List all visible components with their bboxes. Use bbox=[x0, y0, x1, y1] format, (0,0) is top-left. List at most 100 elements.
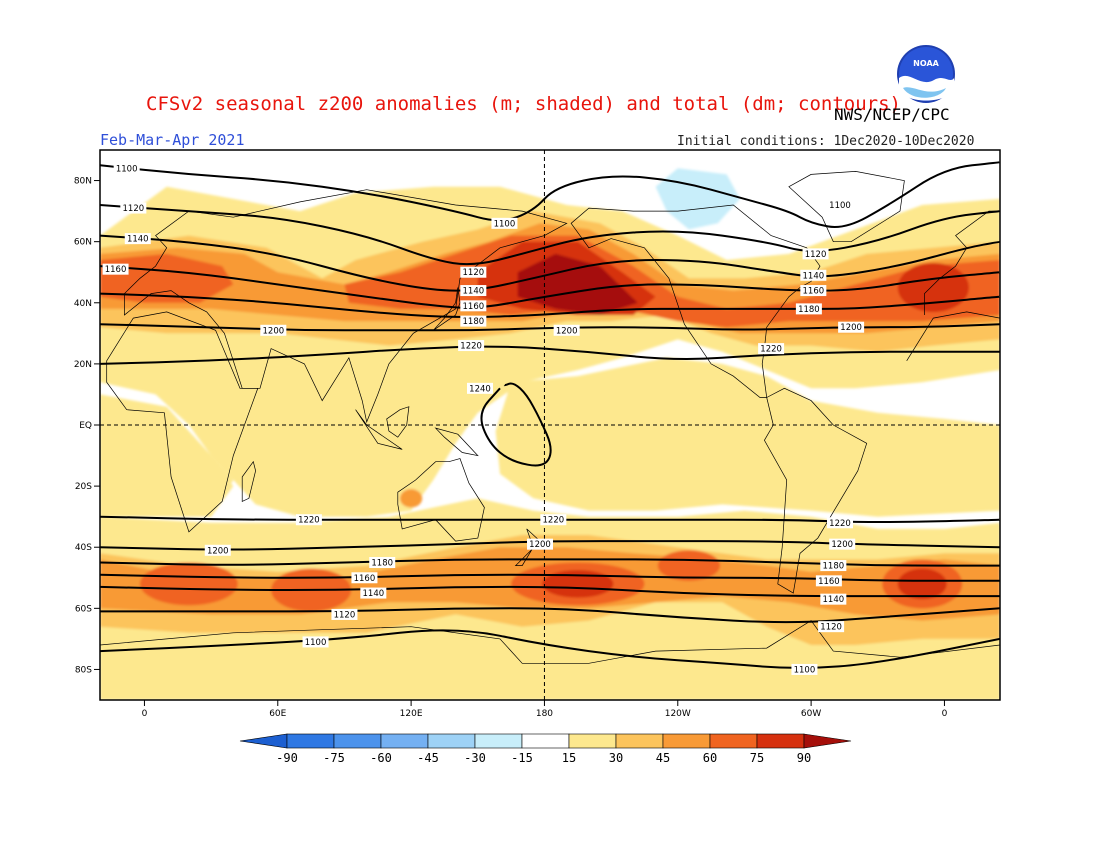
colorbar-swatch bbox=[709, 733, 758, 749]
lat-tick-label: 80N bbox=[74, 177, 92, 187]
coast-samerica bbox=[763, 387, 868, 594]
svg-text:1120: 1120 bbox=[820, 623, 842, 633]
contour-label: 1220 bbox=[540, 514, 567, 526]
shade-tropics-white bbox=[495, 357, 1000, 517]
contour-1140-nh bbox=[100, 234, 1000, 292]
svg-text:1180: 1180 bbox=[823, 562, 845, 572]
contour-label: 1160 bbox=[460, 300, 487, 312]
contour-1220-nh bbox=[100, 345, 1000, 365]
anomaly-shading bbox=[100, 168, 1000, 700]
contour-label: 1180 bbox=[460, 315, 487, 327]
contour-label: 1120 bbox=[818, 621, 845, 633]
coast-antarctica bbox=[100, 620, 1000, 664]
coast-africa2 bbox=[906, 311, 1000, 361]
lat-tick-label: 20N bbox=[74, 360, 92, 370]
svg-text:1240: 1240 bbox=[469, 384, 491, 394]
contour-label: 1220 bbox=[758, 343, 785, 355]
svg-text:1220: 1220 bbox=[760, 345, 782, 355]
svg-text:1100: 1100 bbox=[116, 164, 138, 174]
coast-ng bbox=[434, 427, 479, 457]
svg-text:1200: 1200 bbox=[840, 323, 862, 333]
contour-label: 1200 bbox=[829, 538, 856, 550]
colorbar: -90 -75 -60 -45 -30 -15 15 30 45 60 75 90 bbox=[239, 733, 852, 765]
contour-label: 1160 bbox=[102, 263, 129, 275]
colorbar-label: -45 bbox=[417, 751, 439, 765]
coast-japan bbox=[433, 287, 461, 331]
contour-label: 1100 bbox=[827, 199, 853, 211]
svg-text:1200: 1200 bbox=[831, 540, 853, 550]
contour-label: 1220 bbox=[458, 340, 485, 352]
contour-label: 1180 bbox=[820, 560, 847, 572]
svg-text:1160: 1160 bbox=[354, 574, 376, 584]
lon-tick-label: 120W bbox=[665, 709, 691, 719]
svg-text:1100: 1100 bbox=[305, 638, 327, 648]
contour-label: 1180 bbox=[369, 557, 396, 569]
coast-europe2 bbox=[924, 210, 1000, 315]
svg-text:1140: 1140 bbox=[803, 271, 825, 281]
svg-text:1220: 1220 bbox=[460, 342, 482, 352]
colorbar-label: -90 bbox=[276, 751, 298, 765]
shade-s-pacific-e-60 bbox=[657, 550, 721, 581]
colorbar-label: 45 bbox=[656, 751, 670, 765]
shade-europe-60 bbox=[100, 253, 234, 303]
coast-madag bbox=[241, 460, 256, 502]
colorbar-label: 75 bbox=[750, 751, 764, 765]
shade-australia-45 bbox=[400, 489, 423, 508]
svg-text:1100: 1100 bbox=[829, 201, 851, 211]
svg-text:1200: 1200 bbox=[207, 546, 229, 556]
contour-label: 1140 bbox=[820, 593, 847, 605]
contour-label: 1140 bbox=[124, 233, 151, 245]
contour-label: 1100 bbox=[113, 162, 140, 174]
svg-text:1220: 1220 bbox=[543, 516, 565, 526]
contour-1180-nh bbox=[100, 292, 1000, 319]
shade-arctic-neg15 bbox=[655, 168, 740, 230]
contour-1120-nh bbox=[100, 204, 1000, 266]
svg-text:1200: 1200 bbox=[529, 540, 551, 550]
svg-text:1140: 1140 bbox=[363, 589, 385, 599]
shade-s-atlantic-w-60 bbox=[140, 562, 238, 606]
coast-eurasia bbox=[124, 189, 568, 424]
height-contours bbox=[100, 161, 1000, 669]
contour-label: 1120 bbox=[331, 608, 358, 620]
lon-tick-label: 60E bbox=[269, 709, 286, 719]
contour-label: 1180 bbox=[795, 303, 822, 315]
contour-1160-nh bbox=[100, 265, 1000, 309]
coastlines bbox=[100, 171, 1000, 664]
colorbar-label: 15 bbox=[562, 751, 576, 765]
contour-1100-sh bbox=[100, 629, 1000, 669]
coast-australia bbox=[397, 458, 485, 542]
contour-label: 1200 bbox=[527, 538, 553, 550]
colorbar-swatch bbox=[521, 733, 570, 749]
contour-label: 1200 bbox=[838, 321, 865, 333]
svg-text:1160: 1160 bbox=[105, 265, 127, 275]
svg-text:1200: 1200 bbox=[556, 326, 578, 336]
colorbar-label: -60 bbox=[370, 751, 392, 765]
svg-text:1200: 1200 bbox=[263, 326, 285, 336]
colorbar-swatch bbox=[380, 733, 429, 749]
colorbar-label: -75 bbox=[323, 751, 345, 765]
lat-tick-label: 60S bbox=[75, 604, 92, 614]
contour-label: 1200 bbox=[553, 324, 580, 336]
svg-text:1160: 1160 bbox=[463, 302, 485, 312]
lat-tick-label: 40S bbox=[75, 543, 92, 553]
agency-label: NWS/NCEP/CPC bbox=[834, 105, 950, 124]
svg-text:1180: 1180 bbox=[463, 317, 485, 327]
lat-tick-label: 40N bbox=[74, 299, 92, 309]
svg-text:1100: 1100 bbox=[794, 665, 816, 675]
lon-tick-label: 180 bbox=[536, 709, 553, 719]
contour-label: 1140 bbox=[360, 587, 387, 599]
contour-label: 1200 bbox=[260, 324, 287, 336]
noaa-logo-text: NOAA bbox=[913, 59, 939, 68]
contour-labels: 1100 1100 1100 1120 1120 1120 1140 1140 1140 1160… bbox=[102, 162, 865, 675]
contour-label: 1120 bbox=[120, 202, 147, 214]
lat-tick-label: 20S bbox=[75, 482, 92, 492]
shade-atlantic-75 bbox=[897, 263, 969, 312]
svg-text:1220: 1220 bbox=[829, 519, 851, 529]
contour-label: 1200 bbox=[204, 544, 231, 556]
contour-label: 1120 bbox=[460, 266, 487, 278]
svg-text:1180: 1180 bbox=[371, 559, 393, 569]
shade-nh-15 bbox=[100, 186, 1000, 517]
coast-namerica bbox=[570, 204, 821, 398]
colorbar-swatch bbox=[427, 733, 476, 749]
